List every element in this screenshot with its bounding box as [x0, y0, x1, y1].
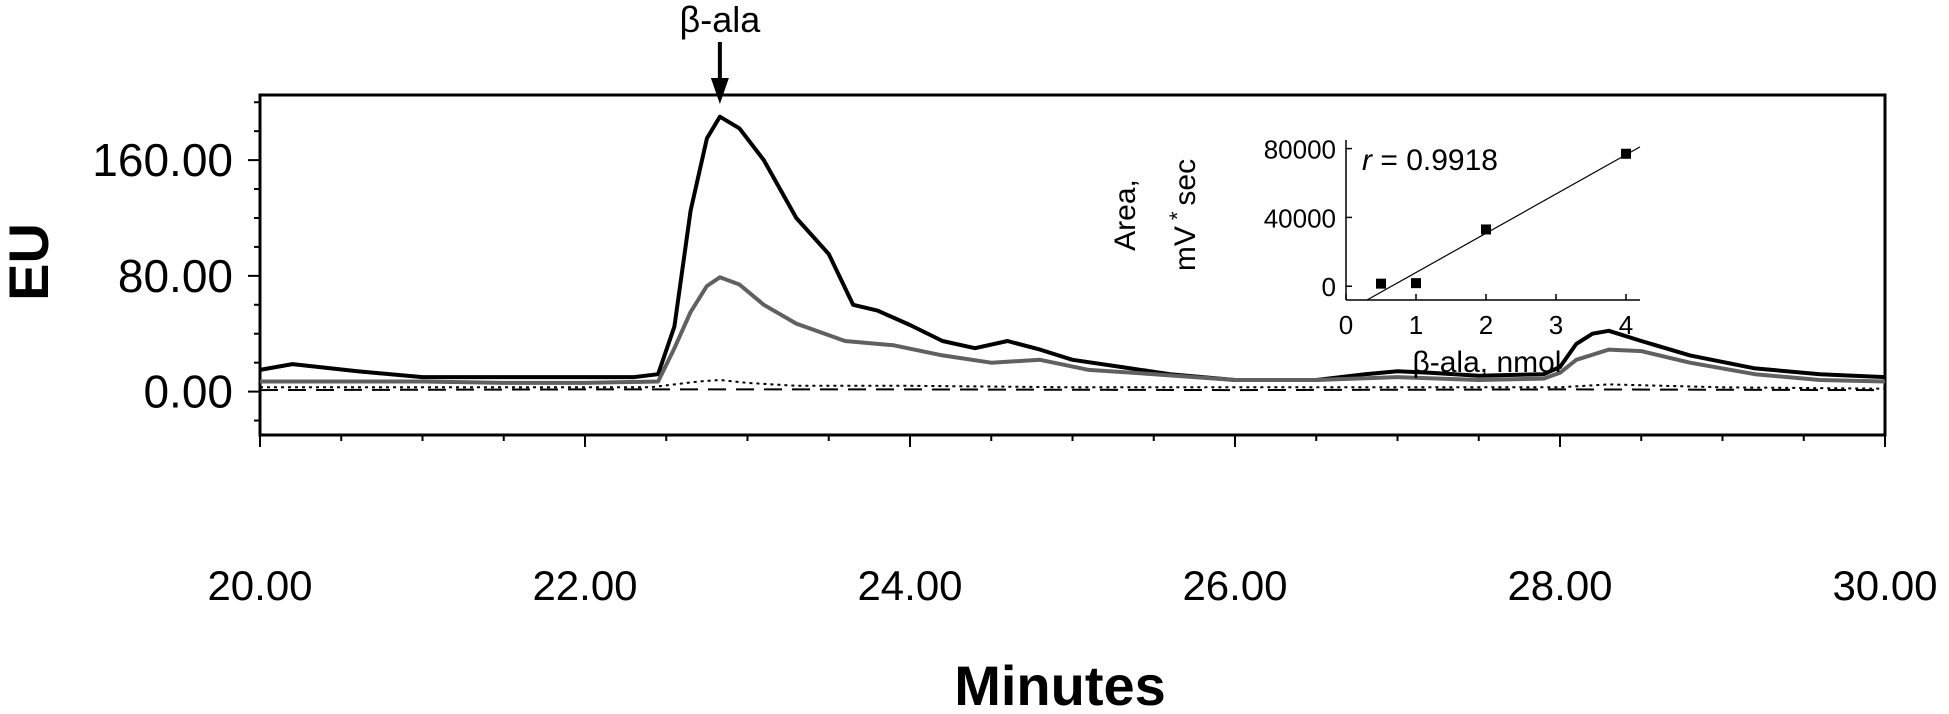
inset-y-unit-mv: mV: [1169, 226, 1202, 271]
series-line-3: [260, 379, 1886, 390]
series-line-1: [259, 114, 1886, 382]
x-tick-label: 26.00: [1182, 562, 1287, 609]
inset-x-axis-label: β-ala, nmol: [1413, 346, 1562, 379]
inset-y-unit-sec: sec: [1169, 159, 1202, 206]
inset-y-tick-label: 80000: [1264, 135, 1336, 165]
inset-y-unit-star: *: [1165, 211, 1190, 220]
inset-y-tick-label: 40000: [1264, 203, 1336, 233]
inset-r-symbol: r: [1362, 144, 1373, 177]
inset-data-point: [1411, 278, 1421, 289]
x-tick-label: 28.00: [1507, 562, 1612, 609]
inset-tick-labels: 0 1 2 3 4 0 40000 80000: [1264, 135, 1634, 340]
y-tick-label: 80.00: [118, 250, 233, 302]
inset-x-tick-label: 1: [1409, 310, 1423, 340]
inset-axis-ticks: [1345, 147, 1627, 300]
inset-x-tick-label: 3: [1549, 310, 1563, 340]
inset-fit-line: [1366, 146, 1641, 301]
x-tick-label: 24.00: [857, 562, 962, 609]
inset-y-axis-label-line2: mV * sec: [1165, 159, 1202, 271]
inset-calibration-plot: 0 1 2 3 4 0 40000 80000 β-ala, nmol Area, mV * se…: [1109, 135, 1641, 379]
main-tick-labels: 20.00 22.00 24.00 26.00 28.00 30.00 0.00 80.00 1…: [92, 134, 1937, 609]
inset-x-tick-label: 2: [1479, 310, 1493, 340]
inset-x-tick-label: 0: [1339, 310, 1353, 340]
inset-correlation-label: r = 0.9918: [1362, 144, 1498, 177]
y-tick-label: 160.00: [92, 134, 233, 186]
x-tick-label: 22.00: [532, 562, 637, 609]
inset-r-value: = 0.9918: [1372, 144, 1498, 177]
x-tick-label: 20.00: [207, 562, 312, 609]
peak-annotation-label: β-ala: [680, 0, 762, 40]
inset-x-tick-label: 4: [1619, 310, 1633, 340]
inset-data-point: [1481, 224, 1491, 235]
series-line-4: [259, 388, 1886, 392]
y-tick-label: 0.00: [143, 366, 233, 418]
x-axis-label: Minutes: [954, 654, 1166, 714]
inset-y-tick-label: 0: [1322, 272, 1336, 302]
main-series-group: [259, 114, 1886, 392]
inset-data-point: [1376, 278, 1386, 289]
y-axis-label: EU: [0, 223, 60, 301]
x-tick-label: 30.00: [1832, 562, 1937, 609]
series-line-2: [260, 275, 1886, 385]
arrow-head-icon: [710, 78, 729, 104]
main-axis-ticks: [248, 101, 1886, 447]
inset-marks: [1366, 146, 1641, 301]
inset-y-axis-label-line1: Area,: [1109, 179, 1142, 251]
inset-data-point: [1621, 148, 1631, 159]
